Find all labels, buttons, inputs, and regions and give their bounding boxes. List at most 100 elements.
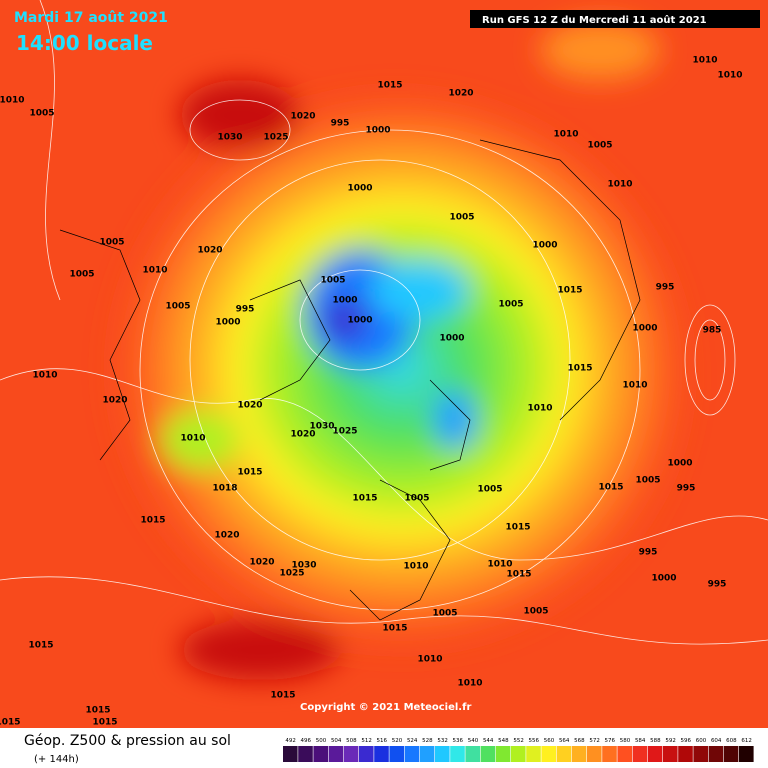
isobar-label: 1025: [332, 427, 357, 437]
isobar-label: 1010: [180, 434, 205, 444]
isobar-label: 1015: [377, 81, 402, 91]
run-box: [470, 10, 760, 28]
scale-label: 524: [407, 738, 418, 744]
scale-label: 564: [559, 738, 570, 744]
scale-swatch: [389, 746, 404, 762]
geopotential-field: [90, 20, 690, 680]
scale-label: 588: [650, 738, 661, 744]
isobar-label: 995: [677, 484, 696, 494]
scale-label: 560: [544, 738, 555, 744]
scale-label: 608: [726, 738, 737, 744]
isobar-label: 1010: [607, 180, 632, 190]
isobar-label: 1000: [365, 126, 390, 136]
scale-swatch: [283, 746, 298, 762]
scale-swatch: [708, 746, 724, 762]
scale-label: 516: [377, 738, 388, 744]
scale-swatch: [359, 746, 374, 762]
isobar-label: 1025: [263, 133, 288, 143]
isobar-label: 985: [703, 326, 722, 336]
isobar-label: 1000: [347, 316, 372, 326]
copyright: Copyright © 2021 Meteociel.fr: [300, 702, 471, 713]
scale-swatch: [298, 746, 313, 762]
scale-label: 496: [301, 738, 312, 744]
scale-swatch: [450, 746, 465, 762]
local-time: 14:00 locale: [16, 31, 153, 55]
scale-label: 548: [498, 738, 509, 744]
scale-label: 600: [696, 738, 707, 744]
isobar-label: 1000: [347, 184, 372, 194]
scale-swatch: [343, 746, 359, 762]
isobar-label: 1015: [567, 364, 592, 374]
isobar-label: 1010: [403, 562, 428, 572]
scale-label: 504: [331, 738, 342, 744]
isobar-label: 1015: [270, 691, 295, 701]
coastlines: [59, 139, 641, 621]
isobar-label: 1030: [291, 561, 316, 571]
isobar-label: 1030: [309, 422, 334, 432]
isobar-label: 1010: [622, 381, 647, 391]
scale-label: 500: [316, 738, 327, 744]
isobar-label: 1010: [553, 130, 578, 140]
scale-label: 612: [741, 738, 752, 744]
scale-swatch: [647, 746, 663, 762]
isobar-label: 1005: [99, 238, 124, 248]
isobar-label: 1020: [290, 430, 315, 440]
scale-label: 536: [453, 738, 464, 744]
isobar-label: 1005: [449, 213, 474, 223]
isobar-label: 1000: [632, 324, 657, 334]
scale-label: 556: [529, 738, 540, 744]
isobar-label: 1010: [142, 266, 167, 276]
isobar-label: 1018: [212, 484, 237, 494]
scale-label: 492: [285, 738, 296, 744]
isobar-label: 1020: [237, 401, 262, 411]
isobar-label: 995: [639, 548, 658, 558]
scale-swatch: [556, 746, 572, 762]
isobar-label: 1015: [92, 718, 117, 728]
isobar-label: 1000: [215, 318, 240, 328]
scale-swatch: [663, 746, 678, 762]
scale-label: 572: [589, 738, 600, 744]
scale-label: 520: [392, 738, 403, 744]
isobar-label: 1015: [598, 483, 623, 493]
isobar-label: 1005: [404, 494, 429, 504]
isobar-label: 1005: [69, 270, 94, 280]
isobar-label: 1015: [505, 523, 530, 533]
isobar-label: 1000: [332, 296, 357, 306]
isobar-label: 1015: [28, 641, 53, 651]
color-scale: 492 496 500 504 508 512 516 520 524 528 532 536 540 5…: [283, 738, 754, 762]
scale-swatch: [435, 746, 450, 762]
isobar-label: 1020: [290, 112, 315, 122]
isobar-label: 1015: [140, 516, 165, 526]
isobar-label: 1020: [197, 246, 222, 256]
isobar-label: 1000: [651, 574, 676, 584]
scale-swatch: [480, 746, 496, 762]
isobar-label: 1010: [717, 71, 742, 81]
isobar-label: 1020: [214, 531, 239, 541]
scale-swatch: [571, 746, 587, 762]
isobar-label: 995: [236, 305, 255, 315]
isobar-label: 1010: [417, 655, 442, 665]
scale-swatch: [374, 746, 389, 762]
isobar-label: 1005: [320, 276, 345, 286]
scale-swatch: [632, 746, 648, 762]
run-info: Run GFS 12 Z du Mercredi 11 août 2021: [482, 14, 707, 26]
scale-label: 512: [361, 738, 372, 744]
isobar-label: 1020: [448, 89, 473, 99]
scale-label: 544: [483, 738, 494, 744]
scale-swatch: [511, 746, 526, 762]
isobar-label: 1010: [527, 404, 552, 414]
scale-label: 532: [437, 738, 448, 744]
isobar-label: 1010: [0, 96, 25, 106]
isobar-label: 1005: [432, 609, 457, 619]
legend-subtitle: (+ 144h): [34, 754, 79, 765]
scale-label: 552: [513, 738, 524, 744]
isobar-label: 1000: [532, 241, 557, 251]
scale-label: 528: [422, 738, 433, 744]
isobar-label: 1015: [382, 624, 407, 634]
scale-label: 592: [665, 738, 676, 744]
scale-swatch: [328, 746, 344, 762]
scale-swatch: [739, 746, 754, 762]
scale-swatch: [404, 746, 420, 762]
